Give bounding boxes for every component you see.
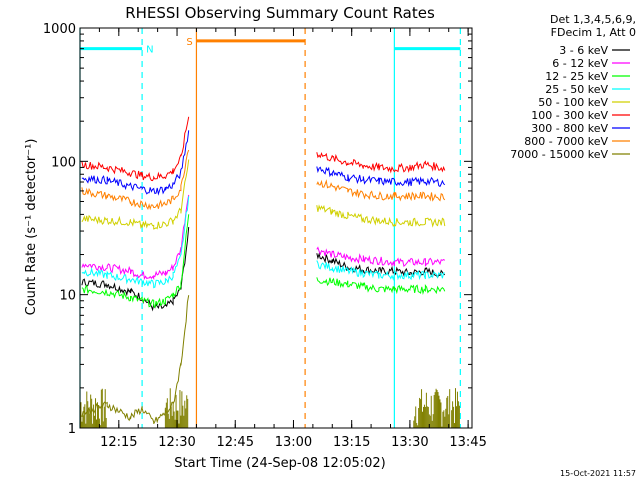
attenuator-spikes-late	[413, 388, 460, 428]
plot-frame	[79, 27, 473, 429]
series-line-5-segment-0	[81, 116, 190, 182]
series-line-4-segment-0	[81, 159, 190, 230]
y-tick-label-0: 1	[68, 422, 76, 437]
series-line-7-segment-1	[316, 179, 446, 202]
legend-label-5: 100 - 300 keV	[531, 109, 608, 122]
x-tick-label-6: 13:45	[449, 435, 486, 450]
x-tick-label-2: 12:45	[217, 435, 254, 450]
y-tick-label-3: 1000	[43, 22, 76, 37]
chart-title: RHESSI Observing Summary Count Rates	[125, 4, 435, 22]
x-tick-label-3: 13:00	[275, 435, 312, 450]
flag-label-2: S	[186, 37, 192, 48]
legend-label-0: 3 - 6 keV	[559, 44, 608, 57]
series-line-1-segment-1	[316, 246, 446, 267]
x-tick-label-0: 12:15	[100, 435, 137, 450]
series-line-5-segment-1	[316, 152, 446, 174]
series-line-0-segment-1	[316, 252, 446, 279]
legend-label-3: 25 - 50 keV	[545, 83, 608, 96]
legend-label-4: 50 - 100 keV	[538, 96, 608, 109]
y-tick-label-2: 100	[51, 155, 76, 170]
x-tick-label-5: 13:30	[391, 435, 428, 450]
flag-label-1: N	[146, 45, 153, 56]
footer-timestamp: 15-Oct-2021 11:57	[560, 469, 636, 478]
attenuator-spikes-early	[79, 388, 107, 428]
legend-label-2: 12 - 25 keV	[545, 70, 608, 83]
series-line-7-segment-0	[81, 149, 190, 211]
series-line-2-segment-0	[81, 214, 190, 309]
legend-label-8: 7000 - 15000 keV	[510, 148, 608, 161]
series-line-4-segment-1	[316, 204, 446, 228]
y-axis-label: Count Rate (s⁻¹ detector⁻¹)	[24, 139, 39, 316]
series-line-6-segment-0	[81, 130, 190, 196]
y-tick-label-1: 10	[59, 289, 76, 304]
legend-header-line2: FDecim 1, Att 0	[551, 26, 636, 39]
x-tick-label-4: 13:15	[333, 435, 370, 450]
series-line-6-segment-1	[316, 166, 446, 188]
series-line-2-segment-1	[316, 277, 446, 295]
legend-label-6: 300 - 800 keV	[531, 122, 608, 135]
plot-area: N S 1 10 100 1000 12:15 12:30 12:45 13:00 13:15 13:…	[43, 22, 487, 450]
series-line-8-segment-0	[81, 295, 190, 425]
x-tick-label-1: 12:30	[158, 435, 195, 450]
x-axis-label: Start Time (24-Sep-08 12:05:02)	[174, 456, 385, 471]
legend-label-1: 6 - 12 keV	[552, 57, 608, 70]
legend-label-7: 800 - 7000 keV	[524, 135, 608, 148]
series-line-1-segment-0	[81, 194, 190, 281]
series-line-3-segment-0	[81, 196, 190, 289]
series-line-3-segment-1	[316, 260, 445, 281]
legend-header-line1: Det 1,3,4,5,6,9,	[550, 13, 636, 26]
